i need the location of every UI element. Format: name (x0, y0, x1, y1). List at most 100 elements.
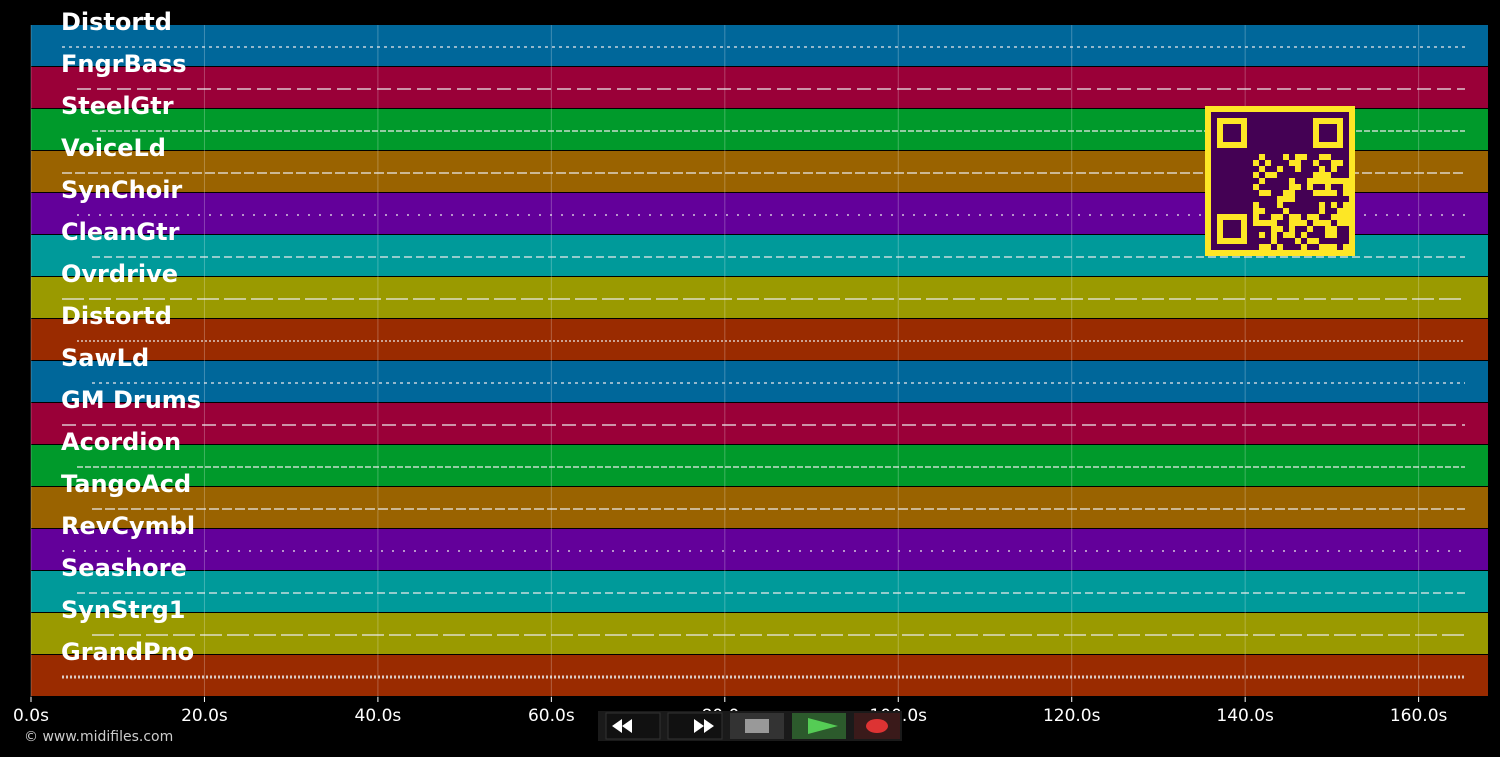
play-button[interactable] (792, 713, 846, 739)
qr-module (1307, 136, 1313, 142)
qr-module (1241, 244, 1247, 250)
qr-module (1295, 202, 1301, 208)
qr-module (1283, 172, 1289, 178)
qr-module (1217, 244, 1223, 250)
qr-module (1253, 130, 1259, 136)
qr-module (1223, 154, 1229, 160)
qr-module (1307, 148, 1313, 154)
forward-button[interactable] (667, 712, 723, 740)
qr-module (1229, 220, 1235, 226)
qr-module (1325, 208, 1331, 214)
qr-module (1211, 178, 1217, 184)
qr-module (1223, 172, 1229, 178)
qr-module (1247, 184, 1253, 190)
qr-module (1259, 148, 1265, 154)
qr-module (1253, 190, 1259, 196)
qr-module (1301, 148, 1307, 154)
qr-module (1229, 196, 1235, 202)
track-band (31, 277, 1488, 318)
qr-module (1337, 202, 1343, 208)
qr-module (1235, 154, 1241, 160)
qr-module (1343, 154, 1349, 160)
qr-module (1295, 196, 1301, 202)
track-name: SawLd (61, 344, 149, 372)
qr-module (1277, 148, 1283, 154)
qr-module (1211, 130, 1217, 136)
qr-module (1313, 232, 1319, 238)
qr-module (1259, 142, 1265, 148)
qr-module (1319, 232, 1325, 238)
qr-module (1211, 142, 1217, 148)
qr-module (1319, 130, 1325, 136)
qr-module (1211, 190, 1217, 196)
qr-module (1289, 154, 1295, 160)
qr-module (1235, 124, 1241, 130)
qr-module (1277, 136, 1283, 142)
qr-module (1343, 148, 1349, 154)
qr-module (1277, 190, 1283, 196)
qr-module (1295, 190, 1301, 196)
stop-button[interactable] (730, 713, 784, 739)
qr-module (1259, 124, 1265, 130)
qr-module (1271, 166, 1277, 172)
qr-module (1307, 190, 1313, 196)
track-band (31, 529, 1488, 570)
qr-module (1271, 208, 1277, 214)
qr-module (1229, 136, 1235, 142)
qr-module (1301, 214, 1307, 220)
qr-module (1253, 148, 1259, 154)
qr-module (1229, 184, 1235, 190)
qr-module (1223, 184, 1229, 190)
qr-module (1235, 130, 1241, 136)
qr-module (1247, 142, 1253, 148)
qr-module (1343, 226, 1349, 232)
qr-module (1331, 124, 1337, 130)
qr-module (1211, 124, 1217, 130)
qr-module (1223, 136, 1229, 142)
qr-module (1259, 202, 1265, 208)
qr-module (1247, 202, 1253, 208)
qr-module (1295, 130, 1301, 136)
qr-module (1211, 214, 1217, 220)
qr-module (1229, 112, 1235, 118)
track-band (31, 361, 1488, 402)
qr-module (1283, 244, 1289, 250)
track-band (31, 571, 1488, 612)
qr-module (1283, 178, 1289, 184)
qr-module (1259, 172, 1265, 178)
track-name: GrandPno (61, 638, 194, 666)
qr-module (1343, 172, 1349, 178)
qr-module (1301, 172, 1307, 178)
qr-module (1223, 112, 1229, 118)
qr-module (1277, 178, 1283, 184)
qr-module (1229, 148, 1235, 154)
qr-module (1283, 226, 1289, 232)
qr-module (1265, 148, 1271, 154)
tick-label: 20.0s (181, 706, 228, 726)
qr-module (1259, 112, 1265, 118)
qr-module (1277, 160, 1283, 166)
qr-module (1217, 160, 1223, 166)
qr-module (1343, 142, 1349, 148)
qr-module (1307, 118, 1313, 124)
qr-module (1319, 238, 1325, 244)
qr-module (1337, 196, 1343, 202)
record-button[interactable] (854, 713, 900, 739)
qr-module (1289, 118, 1295, 124)
qr-module (1253, 112, 1259, 118)
qr-module (1253, 226, 1259, 232)
qr-module (1331, 184, 1337, 190)
track-name: RevCymbl (61, 512, 195, 540)
qr-module (1313, 244, 1319, 250)
qr-module (1337, 112, 1343, 118)
qr-module (1223, 148, 1229, 154)
qr-module (1289, 124, 1295, 130)
qr-module (1301, 190, 1307, 196)
qr-module (1331, 172, 1337, 178)
qr-module (1241, 208, 1247, 214)
qr-module (1247, 124, 1253, 130)
qr-module (1229, 172, 1235, 178)
qr-module (1301, 178, 1307, 184)
qr-module (1229, 208, 1235, 214)
rewind-button[interactable] (605, 712, 661, 740)
